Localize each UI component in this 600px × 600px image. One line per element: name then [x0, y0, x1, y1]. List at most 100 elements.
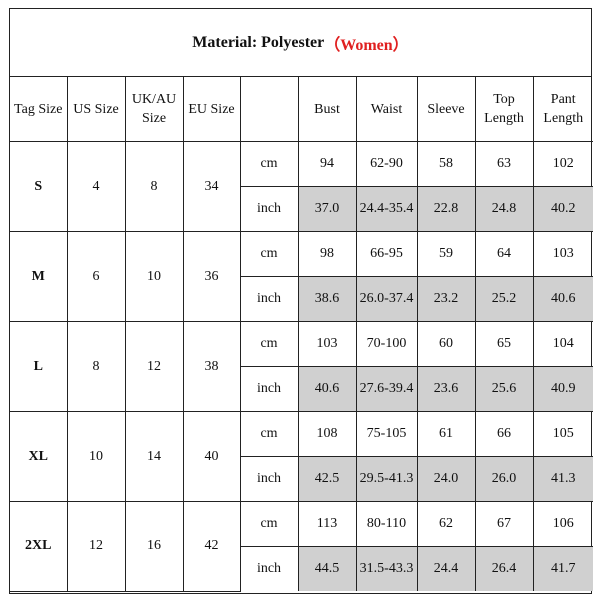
unit-label-inch: inch: [240, 366, 299, 412]
top-inch-value: 26.0: [474, 456, 534, 502]
waist-inch-value: 26.0-37.4: [355, 276, 418, 322]
top-cm-value: 67: [474, 501, 534, 547]
header-bust: Bust: [297, 77, 357, 142]
unit-label-inch: inch: [240, 456, 299, 502]
size-row-inch: inch 38.6 26.0-37.4 23.2 25.2 40.6: [10, 276, 593, 322]
waist-cm-value: 70-100: [355, 321, 418, 367]
us-size-cell: 12: [66, 501, 126, 592]
header-top-line1: Top: [493, 92, 515, 107]
unit-label-cm: cm: [239, 411, 299, 457]
header-row: Tag Size US Size UK/AU Size EU Size Bust …: [10, 77, 593, 142]
tag-size-cell: M: [10, 231, 68, 322]
top-inch-value: 24.8: [474, 186, 534, 232]
us-size-cell: 4: [66, 141, 126, 232]
header-pant-line1: Pant: [550, 92, 576, 107]
pant-cm-value: 106: [532, 501, 593, 547]
size-table: Tag Size US Size UK/AU Size EU Size Bust …: [10, 77, 593, 592]
sleeve-inch-value: 24.4: [416, 546, 476, 591]
size-row-inch: inch 42.5 29.5-41.3 24.0 26.0 41.3: [10, 456, 593, 502]
header-sleeve: Sleeve: [416, 77, 476, 142]
eu-size-cell: 42: [182, 501, 241, 592]
bust-cm-value: 98: [297, 231, 357, 277]
header-top-line2: Length: [484, 111, 524, 126]
top-inch-value: 25.2: [474, 276, 534, 322]
sleeve-inch-value: 23.6: [416, 366, 476, 412]
unit-label-cm: cm: [239, 141, 299, 187]
header-waist: Waist: [355, 77, 418, 142]
size-row-cm: S 4 8 34 cm 94 62-90 58 63 102: [10, 141, 593, 232]
header-us-size: US Size: [66, 77, 126, 142]
bust-cm-value: 103: [297, 321, 357, 367]
header-eu-size: EU Size: [182, 77, 241, 142]
unit-label-inch: inch: [240, 186, 299, 232]
tag-size-cell: S: [10, 141, 68, 232]
eu-size-cell: 34: [182, 141, 241, 232]
tag-size-cell: 2XL: [10, 501, 68, 592]
header-tag-size: Tag Size: [10, 77, 68, 142]
pant-inch-value: 41.7: [532, 546, 593, 591]
tag-size-cell: XL: [10, 411, 68, 502]
size-chart: Material: Polyester （Women） Tag Size US S…: [9, 8, 593, 594]
size-row-inch: inch 44.5 31.5-43.3 24.4 26.4 41.7: [10, 546, 593, 591]
top-inch-value: 25.6: [474, 366, 534, 412]
waist-inch-value: 31.5-43.3: [355, 546, 418, 591]
size-row-cm: XL 10 14 40 cm 108 75-105 61 66 105: [10, 411, 593, 502]
pant-cm-value: 102: [532, 141, 593, 187]
top-inch-value: 26.4: [474, 546, 534, 591]
bust-cm-value: 108: [297, 411, 357, 457]
sleeve-inch-value: 23.2: [416, 276, 476, 322]
us-size-cell: 6: [66, 231, 126, 322]
eu-size-cell: 40: [182, 411, 241, 502]
waist-inch-value: 24.4-35.4: [355, 186, 418, 232]
pant-cm-value: 104: [532, 321, 593, 367]
bust-cm-value: 94: [297, 141, 357, 187]
header-ukau-line1: UK/AU: [131, 92, 177, 107]
ukau-size-cell: 14: [124, 411, 184, 502]
ukau-size-cell: 12: [124, 321, 184, 412]
bust-inch-value: 40.6: [297, 366, 357, 412]
size-chart-title: Material: Polyester （Women）: [10, 9, 591, 77]
us-size-cell: 8: [66, 321, 126, 412]
sleeve-cm-value: 62: [416, 501, 476, 547]
waist-cm-value: 80-110: [355, 501, 418, 547]
pant-inch-value: 40.9: [532, 366, 593, 412]
header-top-length: Top Length: [474, 77, 534, 142]
bust-cm-value: 113: [297, 501, 357, 547]
waist-cm-value: 62-90: [355, 141, 418, 187]
bust-inch-value: 37.0: [297, 186, 357, 232]
pant-inch-value: 41.3: [532, 456, 593, 502]
ukau-size-cell: 10: [124, 231, 184, 322]
unit-label-cm: cm: [239, 501, 299, 547]
pant-cm-value: 103: [532, 231, 593, 277]
unit-label-cm: cm: [239, 231, 299, 277]
header-unit: [239, 77, 299, 142]
unit-label-cm: cm: [239, 321, 299, 367]
sleeve-cm-value: 59: [416, 231, 476, 277]
us-size-cell: 10: [66, 411, 126, 502]
sleeve-cm-value: 58: [416, 141, 476, 187]
bust-inch-value: 44.5: [297, 546, 357, 591]
size-row-cm: L 8 12 38 cm 103 70-100 60 65 104: [10, 321, 593, 412]
top-cm-value: 63: [474, 141, 534, 187]
top-cm-value: 66: [474, 411, 534, 457]
waist-inch-value: 27.6-39.4: [355, 366, 418, 412]
size-table-body: Tag Size US Size UK/AU Size EU Size Bust …: [10, 77, 593, 592]
top-cm-value: 65: [474, 321, 534, 367]
sleeve-inch-value: 24.0: [416, 456, 476, 502]
unit-label-inch: inch: [240, 276, 299, 322]
ukau-size-cell: 8: [124, 141, 184, 232]
waist-cm-value: 66-95: [355, 231, 418, 277]
eu-size-cell: 38: [182, 321, 241, 412]
bust-inch-value: 42.5: [297, 456, 357, 502]
header-pant-length: Pant Length: [532, 77, 593, 142]
pant-inch-value: 40.2: [532, 186, 593, 232]
bust-inch-value: 38.6: [297, 276, 357, 322]
header-pant-line2: Length: [543, 111, 584, 126]
waist-cm-value: 75-105: [355, 411, 418, 457]
sleeve-cm-value: 60: [416, 321, 476, 367]
sleeve-inch-value: 22.8: [416, 186, 476, 232]
size-row-inch: inch 37.0 24.4-35.4 22.8 24.8 40.2: [10, 186, 593, 232]
title-gender: （Women）: [324, 36, 409, 54]
top-cm-value: 64: [474, 231, 534, 277]
size-row-cm: M 6 10 36 cm 98 66-95 59 64 103: [10, 231, 593, 322]
